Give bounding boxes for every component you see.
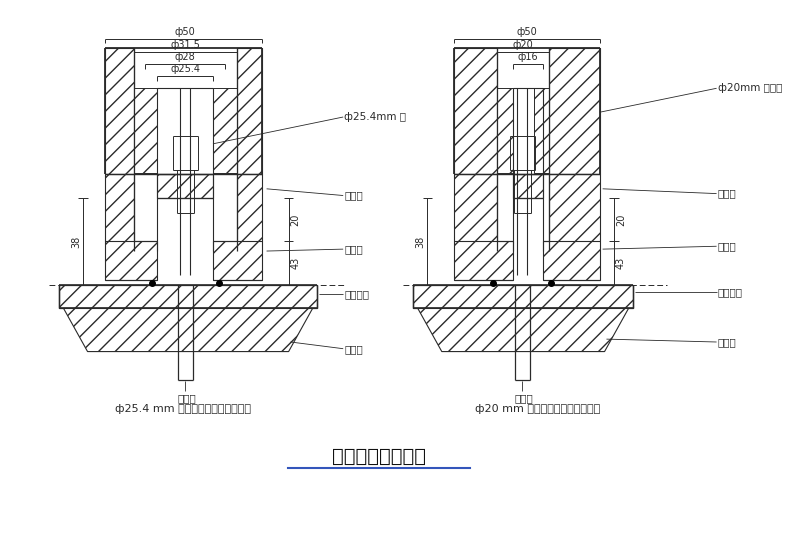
Text: 20: 20 (616, 213, 626, 226)
Text: 閥支座: 閥支座 (344, 244, 363, 254)
Text: 接氣管: 接氣管 (514, 393, 533, 403)
Text: 通氣底座: 通氣底座 (717, 287, 742, 297)
Text: 20: 20 (290, 213, 301, 226)
Text: 密封圈: 密封圈 (344, 344, 363, 354)
Text: 43: 43 (616, 256, 626, 268)
Bar (413, 284, 634, 309)
Polygon shape (64, 309, 312, 351)
Polygon shape (544, 175, 600, 280)
Text: ф28: ф28 (175, 53, 196, 63)
Text: ф50: ф50 (517, 26, 537, 37)
Text: ф25.4: ф25.4 (170, 64, 200, 74)
Bar (533, 88, 549, 172)
Text: ф20 mm 氣霧閥泄漏試驗儀檢測頭: ф20 mm 氣霧閥泄漏試驗儀檢測頭 (475, 404, 600, 414)
Bar (59, 284, 317, 309)
Text: 通氣底座: 通氣底座 (344, 289, 369, 299)
Text: 密封圈: 密封圈 (717, 337, 736, 347)
Bar (133, 88, 158, 172)
Bar (213, 88, 237, 172)
Bar (158, 175, 213, 198)
Text: 38: 38 (71, 236, 80, 248)
Bar (513, 175, 544, 198)
Text: 泄漏密封試驗原理: 泄漏密封試驗原理 (331, 447, 425, 467)
Bar (497, 88, 513, 172)
Text: ф25.4mm 氣: ф25.4mm 氣 (344, 112, 406, 122)
Text: 上膜蓋: 上膜蓋 (717, 189, 736, 199)
Text: 43: 43 (290, 256, 301, 268)
Polygon shape (454, 175, 513, 280)
Bar (454, 48, 497, 175)
Text: ф50: ф50 (175, 26, 196, 37)
Text: 38: 38 (416, 236, 425, 248)
Text: 閥支座: 閥支座 (717, 241, 736, 251)
Bar (105, 48, 133, 175)
Text: ф25.4 mm 氣霧閥泄漏試驗儀檢測頭: ф25.4 mm 氣霧閥泄漏試驗儀檢測頭 (115, 404, 251, 414)
Text: 接氣管: 接氣管 (178, 393, 196, 403)
Bar (549, 48, 600, 175)
Bar (237, 48, 262, 175)
Polygon shape (418, 309, 629, 351)
Text: ф31.5: ф31.5 (170, 40, 200, 50)
Text: 上膜蓋: 上膜蓋 (344, 191, 363, 200)
Text: ф20: ф20 (513, 40, 533, 50)
Polygon shape (213, 175, 262, 280)
Text: ф16: ф16 (518, 53, 538, 63)
Text: ф20mm 氣霧閥: ф20mm 氣霧閥 (717, 83, 782, 93)
Polygon shape (105, 175, 158, 280)
